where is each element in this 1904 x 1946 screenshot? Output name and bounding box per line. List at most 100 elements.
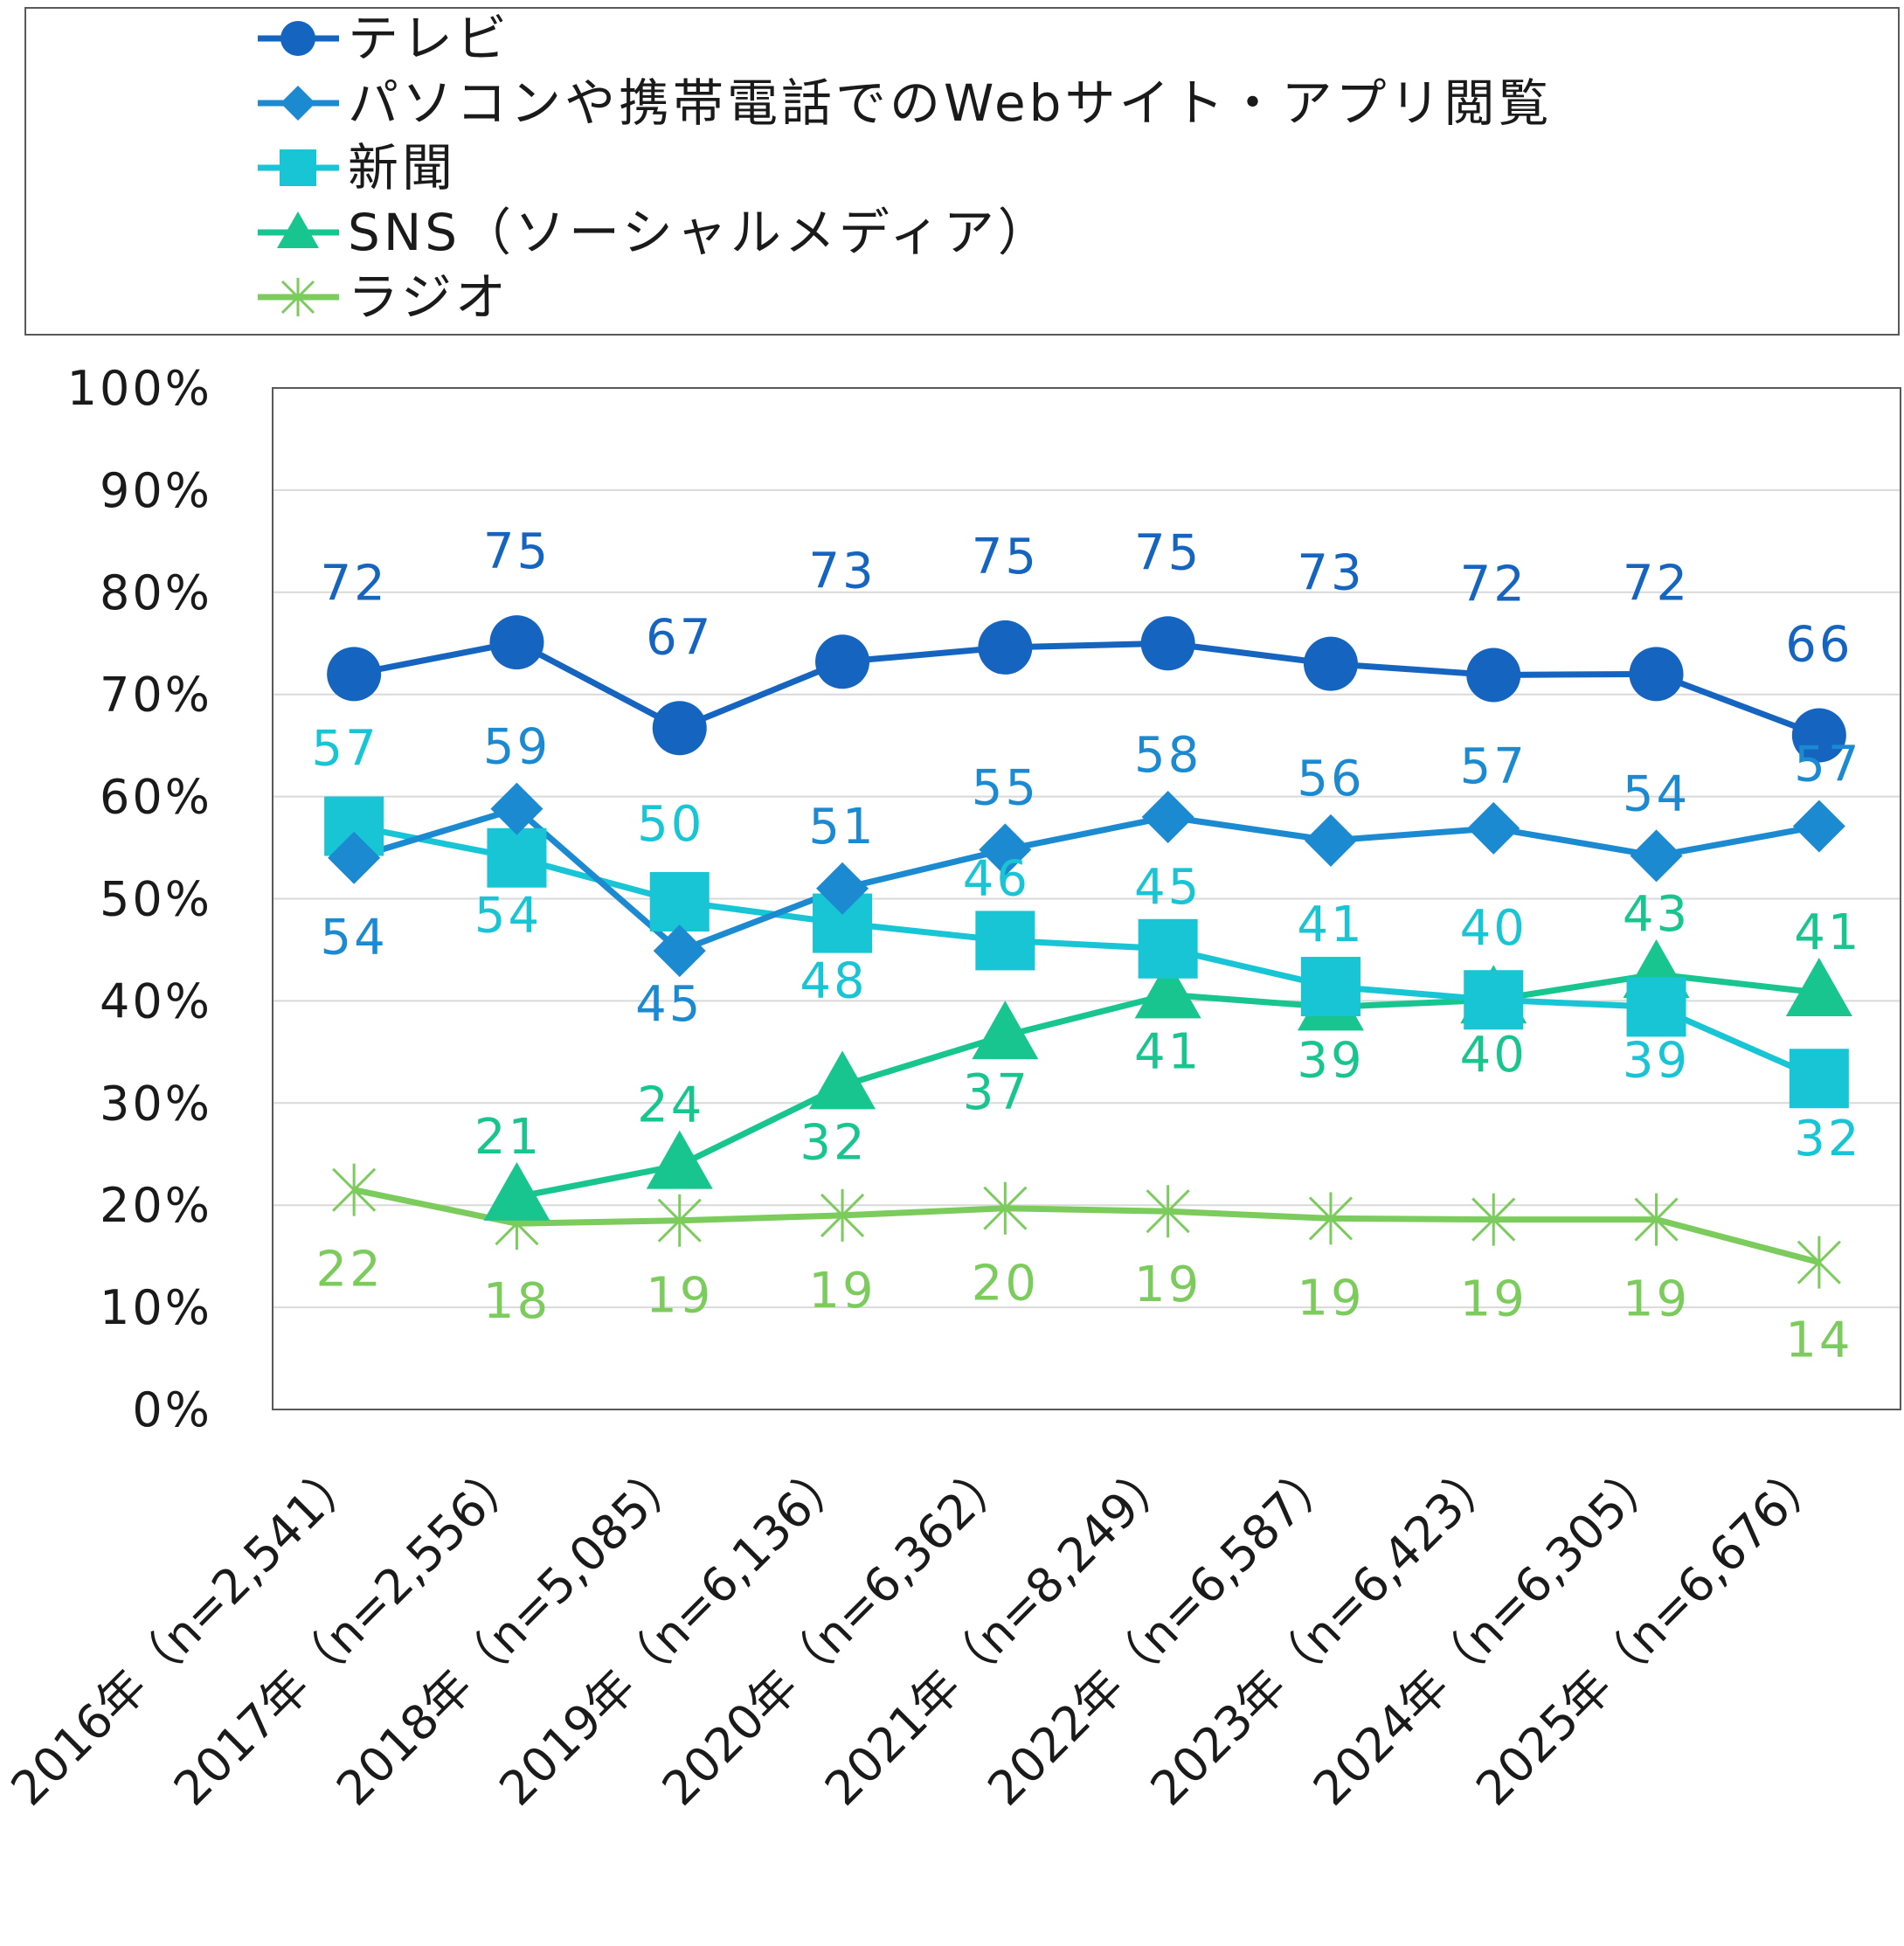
y-axis: 0% 10% 20% 30% 40% 50% 60% 70% 80% 90% 100% <box>67 361 212 1437</box>
data-label: 32 <box>1794 1111 1861 1167</box>
plot-area-border <box>272 387 1901 1410</box>
data-point-marker <box>1792 800 1845 853</box>
y-tick-label: 0% <box>132 1382 212 1437</box>
data-label: 40 <box>1460 900 1527 957</box>
legend-marker <box>277 211 319 248</box>
data-point-marker <box>487 828 547 888</box>
data-point-marker <box>1785 958 1852 1017</box>
data-point-marker <box>489 615 544 670</box>
legend-box <box>24 7 1900 336</box>
legend-entry-label: パソコンや携帯電話でのWebサイト・アプリ閲覧 <box>348 73 1552 133</box>
data-point-marker <box>1629 647 1684 702</box>
data-point-marker <box>820 1188 865 1242</box>
series-line <box>353 806 1820 954</box>
data-label: 19 <box>1623 1271 1690 1328</box>
data-label: 72 <box>1623 555 1690 612</box>
y-tick-label: 100% <box>67 361 212 416</box>
data-label: 20 <box>972 1256 1039 1312</box>
data-label: 54 <box>474 888 542 945</box>
data-label: 55 <box>972 759 1039 816</box>
data-point-marker <box>979 823 1032 876</box>
data-label: 67 <box>646 609 713 666</box>
y-tick-label: 60% <box>100 770 212 825</box>
data-point-marker <box>1630 829 1683 883</box>
data-label: 19 <box>1460 1271 1527 1328</box>
data-point-marker <box>332 1163 377 1216</box>
data-point-marker <box>1308 1192 1354 1245</box>
data-point-marker <box>483 1161 550 1221</box>
data-label: 72 <box>1460 556 1527 613</box>
data-label: 58 <box>1134 727 1201 784</box>
data-label: 73 <box>1297 545 1364 602</box>
data-label: 57 <box>312 721 379 778</box>
data-point-marker <box>1797 1236 1841 1289</box>
data-label: 18 <box>483 1273 550 1330</box>
series-line <box>353 823 1821 1082</box>
data-point-marker <box>972 1001 1039 1060</box>
y-tick-label: 90% <box>100 463 212 518</box>
x-axis: 2016年（n=2,541）2017年（n=2,556）2018年（n=5,08… <box>1 1448 1834 1817</box>
data-point-marker <box>327 647 382 702</box>
data-point-marker <box>809 1050 876 1110</box>
y-tick-label: 50% <box>100 872 212 927</box>
data-point-marker <box>1141 790 1194 843</box>
data-label: 48 <box>800 953 867 1010</box>
data-point-marker <box>983 1181 1028 1235</box>
series-line <box>353 639 1821 738</box>
data-label: 19 <box>1134 1257 1201 1313</box>
data-label: 24 <box>637 1077 704 1134</box>
data-point-marker <box>652 701 707 756</box>
data-labels: 72 75 67 73 75 75 73 72 72 66 54 59 45 51 55 58 56 57 54 57… <box>312 523 1861 1369</box>
data-label: 19 <box>646 1268 713 1325</box>
legend-entry-label: ラジオ <box>348 267 509 327</box>
data-point-marker <box>1789 1049 1849 1109</box>
y-tick-label: 80% <box>100 565 212 620</box>
data-point-marker <box>646 1130 713 1189</box>
data-label: 46 <box>963 850 1030 907</box>
data-point-marker <box>1303 636 1358 691</box>
data-label: 41 <box>1134 1023 1201 1080</box>
data-label: 32 <box>800 1114 867 1171</box>
data-point-marker <box>975 911 1035 971</box>
data-point-marker <box>1467 801 1520 855</box>
data-label: 54 <box>321 910 388 966</box>
series-line <box>353 1187 1820 1266</box>
series-markers <box>324 615 1852 1289</box>
data-label: 41 <box>1794 904 1861 961</box>
data-label: 45 <box>635 976 703 1033</box>
y-tick-label: 30% <box>100 1076 212 1131</box>
y-tick-label: 40% <box>100 973 212 1028</box>
data-point-marker <box>1466 648 1521 703</box>
data-label: 50 <box>637 796 704 853</box>
data-point-marker <box>815 634 870 689</box>
data-label: 56 <box>1297 751 1364 807</box>
data-label: 75 <box>483 523 550 580</box>
y-tick-label: 20% <box>100 1178 212 1233</box>
data-point-marker <box>1300 957 1360 1017</box>
data-point-marker <box>649 872 710 932</box>
data-point-marker <box>1471 1193 1516 1246</box>
data-label: 19 <box>808 1263 876 1319</box>
data-point-marker <box>978 620 1033 675</box>
data-point-marker <box>1791 708 1846 763</box>
legend-marker <box>280 86 315 121</box>
data-point-marker <box>328 831 381 884</box>
data-label: 75 <box>1134 524 1201 581</box>
y-tick-label: 10% <box>100 1280 212 1335</box>
data-point-marker <box>816 862 869 915</box>
data-label: 66 <box>1785 616 1852 673</box>
data-label: 72 <box>321 555 388 612</box>
legend-entry-label: 新聞 <box>348 138 456 197</box>
data-label: 21 <box>474 1109 542 1166</box>
data-label: 39 <box>1623 1032 1690 1089</box>
data-label: 54 <box>1623 765 1690 822</box>
data-label: 22 <box>316 1242 384 1298</box>
data-point-marker <box>1134 959 1201 1019</box>
data-point-marker <box>490 782 544 835</box>
data-label: 57 <box>1794 737 1861 793</box>
data-point-marker <box>1626 977 1686 1037</box>
data-point-marker <box>1138 918 1198 979</box>
data-point-marker <box>1146 1185 1190 1238</box>
